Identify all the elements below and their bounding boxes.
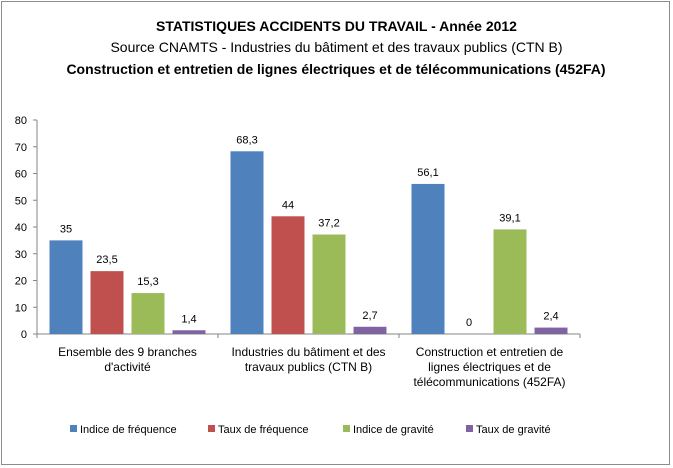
data-label: 39,1 bbox=[499, 212, 520, 224]
chart-title: STATISTIQUES ACCIDENTS DU TRAVAIL - Anné… bbox=[156, 18, 517, 34]
y-tick-label: 40 bbox=[15, 222, 27, 234]
category-label: Industries du bâtiment et des bbox=[231, 345, 385, 359]
data-label: 37,2 bbox=[318, 217, 339, 229]
bar bbox=[493, 229, 527, 334]
category-label: lignes électriques et de bbox=[428, 360, 551, 374]
data-label: 2,7 bbox=[362, 310, 377, 322]
chart-subtitle-2: Construction et entretien de lignes élec… bbox=[66, 61, 606, 77]
data-label: 23,5 bbox=[96, 254, 117, 266]
data-label: 15,3 bbox=[137, 276, 158, 288]
y-tick-label: 60 bbox=[15, 169, 27, 181]
bar bbox=[411, 183, 445, 334]
category-label: Construction et entretien de bbox=[416, 345, 564, 359]
category-label: travaux publics (CTN B) bbox=[245, 360, 372, 374]
chart-subtitle: Source CNAMTS - Industries du bâtiment e… bbox=[110, 39, 563, 55]
data-label: 0 bbox=[466, 317, 472, 329]
bar bbox=[312, 234, 346, 334]
legend-label: Indice de gravité bbox=[353, 424, 434, 436]
bar bbox=[90, 271, 124, 334]
legend-swatch bbox=[70, 425, 77, 432]
legend-swatch bbox=[343, 425, 350, 432]
bar bbox=[353, 326, 387, 334]
y-tick-label: 10 bbox=[15, 302, 27, 314]
data-label: 35 bbox=[60, 223, 72, 235]
bar bbox=[271, 216, 305, 334]
legend-label: Taux de gravité bbox=[476, 424, 551, 436]
y-tick-label: 80 bbox=[15, 115, 27, 127]
legend-label: Taux de fréquence bbox=[218, 424, 309, 436]
category-label: Ensemble des 9 branches bbox=[58, 345, 197, 359]
category-label: d'activité bbox=[104, 360, 151, 374]
bar bbox=[49, 240, 83, 334]
y-tick-label: 70 bbox=[15, 142, 27, 154]
bar bbox=[534, 327, 568, 334]
y-tick-label: 30 bbox=[15, 249, 27, 261]
data-label: 44 bbox=[282, 199, 294, 211]
y-tick-label: 20 bbox=[15, 276, 27, 288]
category-label: télécommunications (452FA) bbox=[413, 375, 565, 389]
bar bbox=[230, 151, 264, 334]
bar bbox=[131, 293, 165, 334]
data-label: 2,4 bbox=[543, 311, 558, 323]
legend-swatch bbox=[466, 425, 473, 432]
y-tick-label: 0 bbox=[21, 329, 27, 341]
bar bbox=[172, 330, 206, 334]
data-label: 68,3 bbox=[236, 134, 257, 146]
data-label: 1,4 bbox=[181, 313, 196, 325]
data-label: 56,1 bbox=[417, 167, 438, 179]
legend-swatch bbox=[208, 425, 215, 432]
y-tick-label: 50 bbox=[15, 195, 27, 207]
legend-label: Indice de fréquence bbox=[80, 424, 177, 436]
